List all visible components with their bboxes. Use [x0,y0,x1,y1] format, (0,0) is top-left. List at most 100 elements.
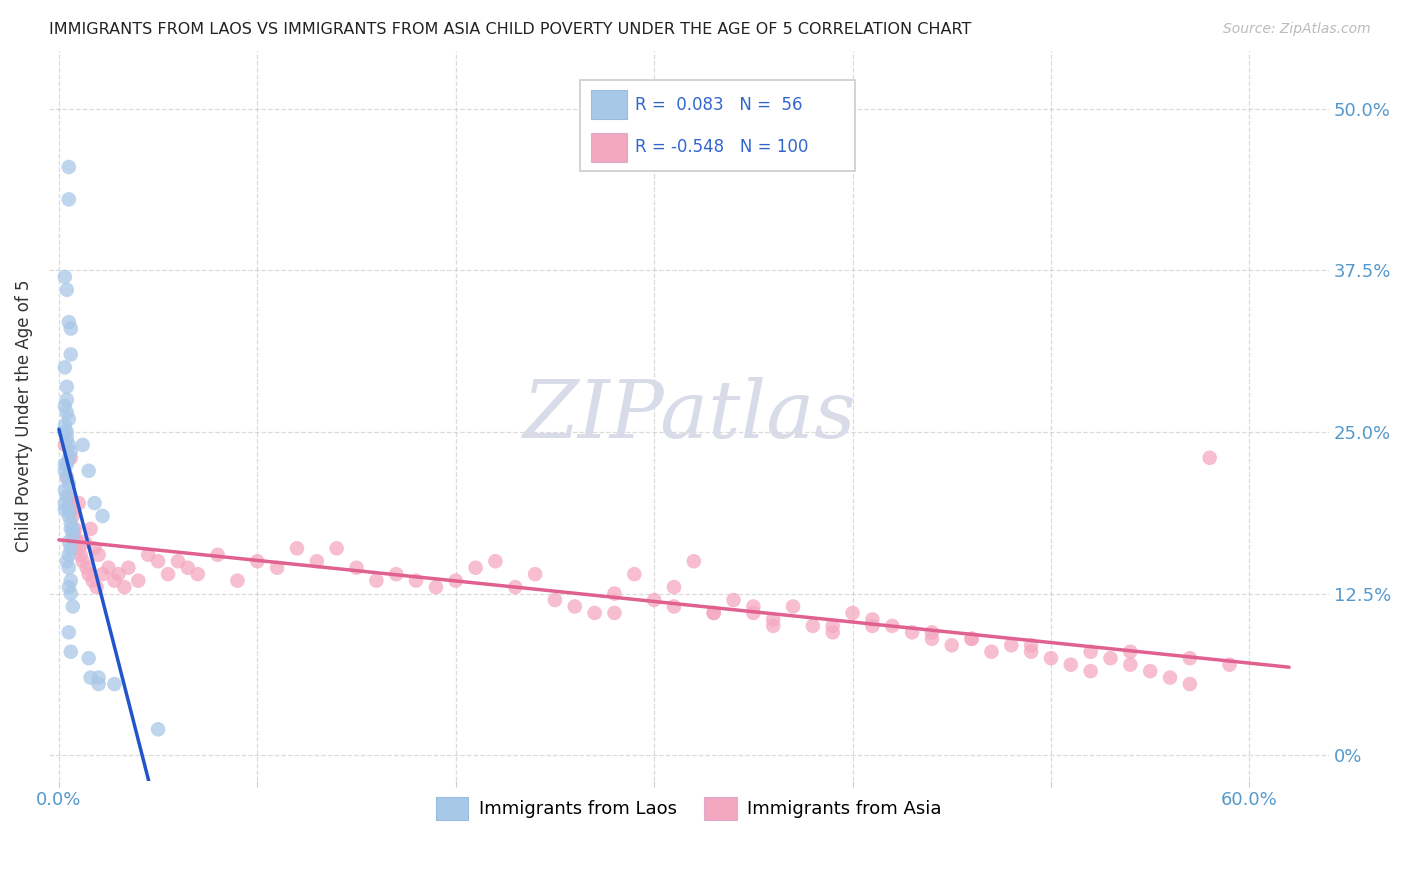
Point [86,580,108,594]
Point [146,554,169,568]
Point [62,508,84,523]
Point [980,645,1002,659]
Text: Source: ZipAtlas.com: Source: ZipAtlas.com [1223,22,1371,37]
Point [82,574,104,588]
Point [503,580,526,594]
Point [643,593,665,607]
Point [56,470,79,484]
Point [564,599,586,614]
Point [464,560,486,574]
Point [58,160,80,174]
Point [226,574,249,588]
Point [1080,645,1102,659]
Point [117,560,139,574]
Point [79,671,101,685]
Point [53,496,76,510]
Point [56,392,79,407]
Point [703,606,725,620]
Point [544,593,567,607]
Point [801,619,824,633]
Point [59,541,82,556]
Point [960,632,983,646]
Point [53,425,76,439]
Point [59,450,82,465]
Point [53,458,76,472]
Point [1159,671,1181,685]
Point [1178,677,1201,691]
Point [1099,651,1122,665]
Point [58,560,80,574]
Point [59,522,82,536]
Point [742,599,765,614]
Point [62,528,84,542]
Point [53,399,76,413]
Point [53,483,76,498]
Point [59,321,82,335]
Point [187,567,209,582]
Point [603,586,626,600]
Point [305,554,328,568]
Point [59,586,82,600]
Point [860,612,883,626]
Point [58,548,80,562]
Point [921,625,943,640]
Point [66,534,89,549]
Point [56,283,79,297]
Point [59,574,82,588]
Point [77,464,100,478]
Point [58,192,80,206]
Point [662,599,685,614]
Point [901,625,924,640]
Point [97,560,120,574]
Point [72,438,94,452]
Point [58,490,80,504]
Point [1039,651,1062,665]
Point [91,567,114,582]
Point [53,418,76,433]
Point [603,606,626,620]
Point [58,508,80,523]
Point [58,450,80,465]
Point [682,554,704,568]
Point [58,412,80,426]
Point [1019,645,1042,659]
Point [524,567,547,582]
Point [366,574,388,588]
Point [56,490,79,504]
Point [325,541,347,556]
Point [67,496,90,510]
Point [58,502,80,516]
Point [87,671,110,685]
Point [56,470,79,484]
Point [266,560,288,574]
Point [662,580,685,594]
Point [821,625,844,640]
Point [127,574,149,588]
Point [1139,664,1161,678]
Point [1080,664,1102,678]
Point [62,522,84,536]
Point [762,619,785,633]
Point [58,438,80,452]
Point [1178,651,1201,665]
Point [157,567,180,582]
Point [53,360,76,375]
Point [53,269,76,284]
Point [782,599,804,614]
Point [63,522,86,536]
Point [703,606,725,620]
Point [59,496,82,510]
Point [83,541,105,556]
Point [58,315,80,329]
Point [1000,638,1022,652]
Point [56,406,79,420]
Point [59,347,82,361]
Point [103,677,125,691]
Point [62,502,84,516]
Point [762,612,785,626]
Point [83,496,105,510]
Point [1060,657,1083,672]
Point [346,560,368,574]
Point [385,567,408,582]
Point [58,534,80,549]
